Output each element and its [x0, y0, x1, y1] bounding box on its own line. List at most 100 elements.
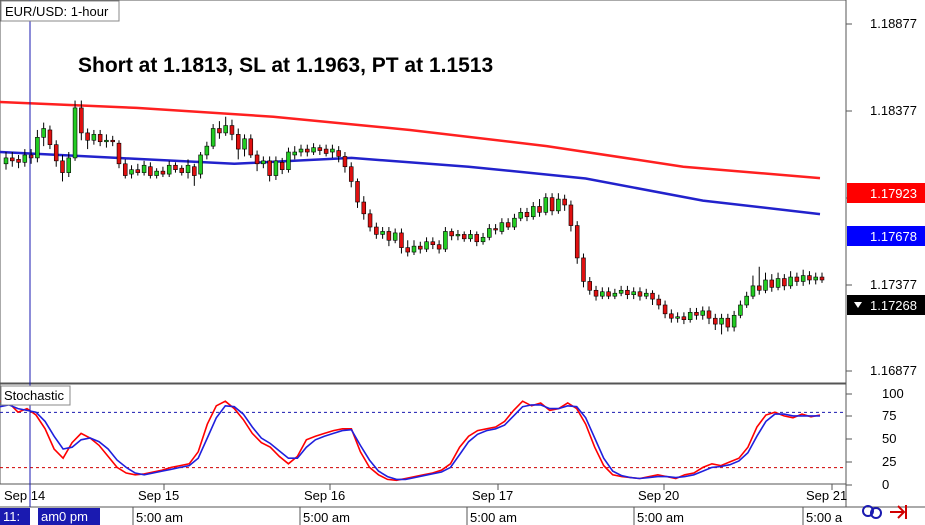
candle — [305, 144, 310, 157]
title-box — [0, 0, 120, 22]
candle — [53, 140, 59, 167]
time-tick-label: 5:00 a — [806, 510, 843, 525]
candle — [279, 157, 285, 175]
candle — [750, 275, 756, 300]
candle — [807, 271, 812, 285]
candle — [110, 135, 115, 147]
time-tick-label: 5:00 am — [637, 510, 684, 525]
candle — [185, 159, 191, 179]
candle — [731, 310, 737, 332]
candle — [154, 168, 159, 179]
candle — [292, 146, 297, 160]
cursor-time-suffix: am0 pm — [41, 509, 88, 524]
candle — [311, 143, 316, 155]
date-tick-label: Sep 14 — [4, 488, 45, 503]
candle — [436, 240, 442, 254]
candle — [166, 160, 172, 178]
candle — [449, 228, 454, 241]
candle — [719, 313, 724, 335]
candle — [3, 152, 9, 170]
candle — [531, 202, 536, 220]
candle — [355, 178, 360, 208]
candle — [656, 294, 662, 310]
candle — [725, 313, 731, 332]
moving-averages — [0, 100, 821, 216]
candle — [28, 149, 34, 164]
candles — [3, 100, 825, 335]
candle — [631, 287, 636, 300]
candle — [204, 141, 210, 160]
candle — [129, 165, 134, 179]
candle — [210, 124, 216, 150]
stochastic-series-line — [0, 400, 821, 482]
candle — [738, 300, 743, 319]
candle — [41, 122, 46, 147]
candle — [348, 162, 354, 188]
candle — [744, 291, 749, 308]
candle — [512, 213, 517, 230]
candle — [411, 240, 417, 255]
candle — [261, 156, 266, 169]
stochastic-tick-label: 75 — [882, 408, 896, 423]
stochastic-tick-label: 25 — [882, 454, 896, 469]
candle — [493, 224, 498, 235]
candle — [537, 199, 542, 217]
candle — [10, 152, 15, 167]
triangle-down-icon — [854, 302, 862, 308]
price-tags: 1.17923 1.17678 1.17268 — [847, 183, 925, 315]
candle — [713, 313, 718, 330]
candle — [782, 274, 787, 291]
candle — [374, 222, 379, 239]
price-tag-label: 1.17923 — [870, 186, 917, 201]
stochastic-series-line — [0, 404, 820, 481]
candle — [386, 227, 392, 247]
candle — [229, 119, 235, 141]
candle — [380, 227, 385, 239]
candle — [148, 162, 153, 179]
candle — [223, 116, 228, 136]
arrow-right-icon[interactable] — [890, 505, 907, 519]
candle — [267, 156, 272, 182]
candle — [587, 277, 592, 295]
candle — [769, 274, 775, 292]
candle — [317, 144, 323, 155]
candle — [461, 231, 467, 242]
stochastic-tick-label: 0 — [882, 477, 889, 492]
candle — [474, 231, 480, 247]
candle — [424, 237, 429, 253]
candle — [323, 144, 329, 157]
candle — [606, 287, 611, 300]
candle — [418, 241, 423, 254]
candle — [694, 307, 699, 320]
candle — [644, 288, 649, 300]
candle — [637, 287, 643, 301]
candle — [756, 266, 762, 295]
candle — [612, 288, 618, 300]
candle — [361, 196, 367, 220]
price-tick-label: 1.18877 — [870, 16, 917, 31]
candle — [600, 287, 605, 300]
candle — [524, 207, 530, 222]
link-icon[interactable] — [862, 505, 882, 519]
time-tick-label: 5:00 am — [470, 510, 517, 525]
candle — [443, 227, 448, 253]
candle — [574, 221, 580, 264]
cursor-time-label: 11: — [3, 509, 20, 524]
candle — [160, 166, 166, 178]
candle — [480, 232, 486, 245]
candle — [562, 194, 567, 211]
candle — [286, 147, 291, 173]
candle — [79, 100, 84, 141]
candle — [518, 207, 523, 222]
candle — [179, 165, 184, 176]
candle — [650, 290, 655, 305]
date-tick-label: Sep 16 — [304, 488, 345, 503]
candle — [273, 156, 279, 180]
candle — [91, 129, 97, 145]
stochastic-panel — [0, 383, 847, 485]
candle — [675, 312, 680, 323]
candle — [60, 154, 65, 182]
candle — [123, 159, 128, 179]
candle — [763, 272, 768, 294]
candle — [794, 272, 800, 286]
